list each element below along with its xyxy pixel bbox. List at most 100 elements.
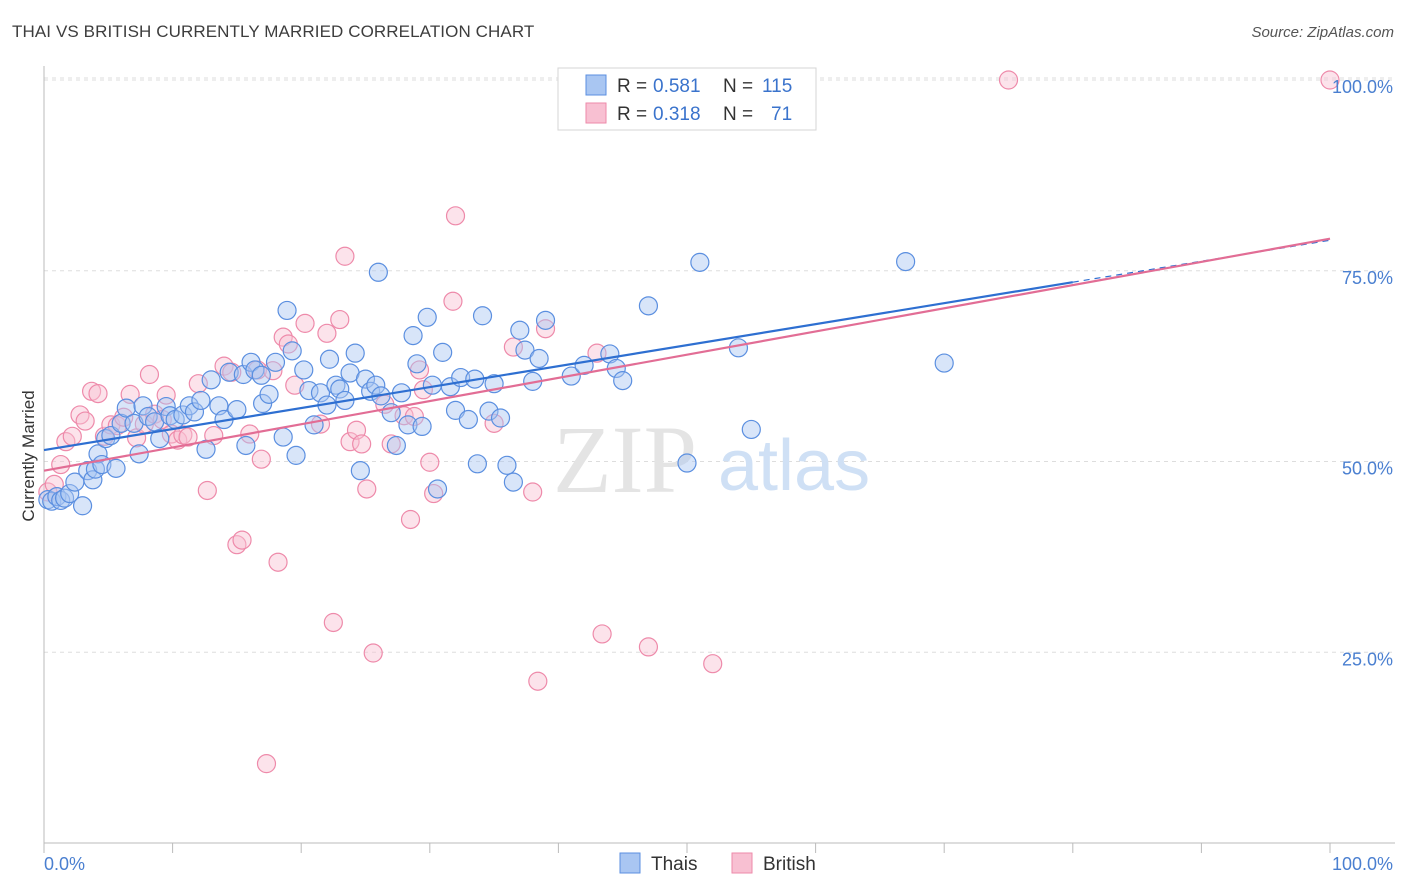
british-point <box>357 479 377 499</box>
x-tick-label-100: 100.0% <box>1332 854 1393 874</box>
british-point <box>503 337 523 357</box>
y-tick-label-100: 100.0% <box>1332 77 1393 97</box>
british-point <box>156 385 176 405</box>
legend-n-label-british: N = <box>723 104 753 125</box>
british-point <box>340 432 360 452</box>
thai-point <box>259 384 279 404</box>
thai-point <box>150 429 170 449</box>
legend-r-value-thais: 0.581 <box>653 76 701 97</box>
british-point <box>352 434 372 454</box>
thai-point <box>277 300 297 321</box>
british-point <box>703 654 723 674</box>
british-point <box>62 426 82 446</box>
british-trend-line <box>43 237 1331 472</box>
thai-point <box>294 360 314 380</box>
thai-point <box>273 427 293 447</box>
legend-n-value-british: 71 <box>771 104 792 125</box>
thai-point <box>133 396 153 416</box>
thai-point <box>467 454 487 474</box>
thai-point <box>690 252 710 272</box>
legend-swatch-thais <box>585 74 607 96</box>
thai-point <box>433 342 453 362</box>
british-point <box>251 449 271 469</box>
british-point <box>285 375 305 395</box>
trend-lines <box>43 237 1331 472</box>
british-point <box>1320 70 1340 90</box>
chart-title: THAI VS BRITISH CURRENTLY MARRIED CORREL… <box>12 22 535 41</box>
thai-point <box>472 306 493 326</box>
british-point <box>445 206 466 226</box>
bottom-legend-swatch-british <box>731 852 753 874</box>
thai-point <box>366 375 386 395</box>
thai-point <box>251 365 271 385</box>
legend-swatch-british <box>585 102 607 124</box>
thai-point <box>728 338 749 358</box>
thai-point <box>319 349 340 369</box>
thai-point <box>479 401 499 421</box>
thai-point <box>60 483 80 504</box>
thai-point <box>345 343 365 363</box>
british-point <box>330 309 350 330</box>
thai-point <box>116 398 136 418</box>
legend-n-label-thais: N = <box>723 76 753 97</box>
watermark: ZIP atlas <box>553 406 870 513</box>
british-point <box>443 291 463 311</box>
british-point <box>256 754 277 774</box>
british-point <box>232 530 252 550</box>
legend-bottom: Thais British <box>619 852 816 875</box>
x-tick-labels: 0.0% 100.0% <box>44 854 1393 874</box>
watermark-atlas: atlas <box>718 426 870 506</box>
thai-point <box>179 396 199 416</box>
thai-point <box>245 360 265 380</box>
thai-point <box>677 453 697 473</box>
thai-point <box>368 262 388 282</box>
thai-point <box>330 379 350 399</box>
british-point <box>323 612 343 633</box>
thai-point <box>896 251 916 272</box>
y-axis-label: Currently Married <box>19 390 38 521</box>
thai-point <box>184 402 205 422</box>
british-point <box>51 454 71 475</box>
british-point <box>70 405 90 425</box>
legend-r-value-british: 0.318 <box>653 104 701 125</box>
thai-point <box>196 439 216 459</box>
legend-r-label-thais: R = <box>617 76 647 97</box>
british-point <box>638 637 659 657</box>
british-point <box>197 480 217 501</box>
legend-top: R = 0.581 N = 115 R = 0.318 N = 71 <box>557 67 817 131</box>
bottom-legend-label-thais: Thais <box>651 854 697 875</box>
thai-point <box>310 383 331 403</box>
thai-point <box>515 340 535 360</box>
watermark-zip: ZIP <box>553 406 697 513</box>
british-point <box>484 413 504 433</box>
british-point <box>188 374 208 394</box>
thai-trend-line <box>43 281 1073 452</box>
thai-point <box>510 320 530 340</box>
british-point <box>295 313 315 333</box>
thai-point <box>403 326 423 346</box>
thai-point <box>219 362 239 382</box>
thai-point <box>497 455 517 475</box>
british-point <box>535 319 556 339</box>
thai-point <box>427 479 448 499</box>
british-point <box>998 70 1019 90</box>
british-point <box>268 552 288 572</box>
thai-point <box>72 496 93 516</box>
thai-point <box>236 435 256 456</box>
thai-point <box>265 352 286 372</box>
y-tick-label-25: 25.0% <box>1342 649 1393 669</box>
british-point <box>523 482 543 502</box>
bottom-legend-swatch-thais <box>619 852 641 874</box>
bottom-legend-label-british: British <box>763 854 816 875</box>
y-tick-labels: 25.0% 50.0% 75.0% 100.0% <box>1332 77 1393 669</box>
thai-point <box>412 416 432 437</box>
thai-point <box>282 341 302 361</box>
british-point <box>214 356 234 376</box>
x-tick-label-0: 0.0% <box>44 854 85 874</box>
thai-point <box>638 296 659 316</box>
thai-point <box>201 370 221 390</box>
british-point <box>75 411 95 431</box>
axes <box>43 66 1395 853</box>
legend-r-label-british: R = <box>617 104 647 125</box>
